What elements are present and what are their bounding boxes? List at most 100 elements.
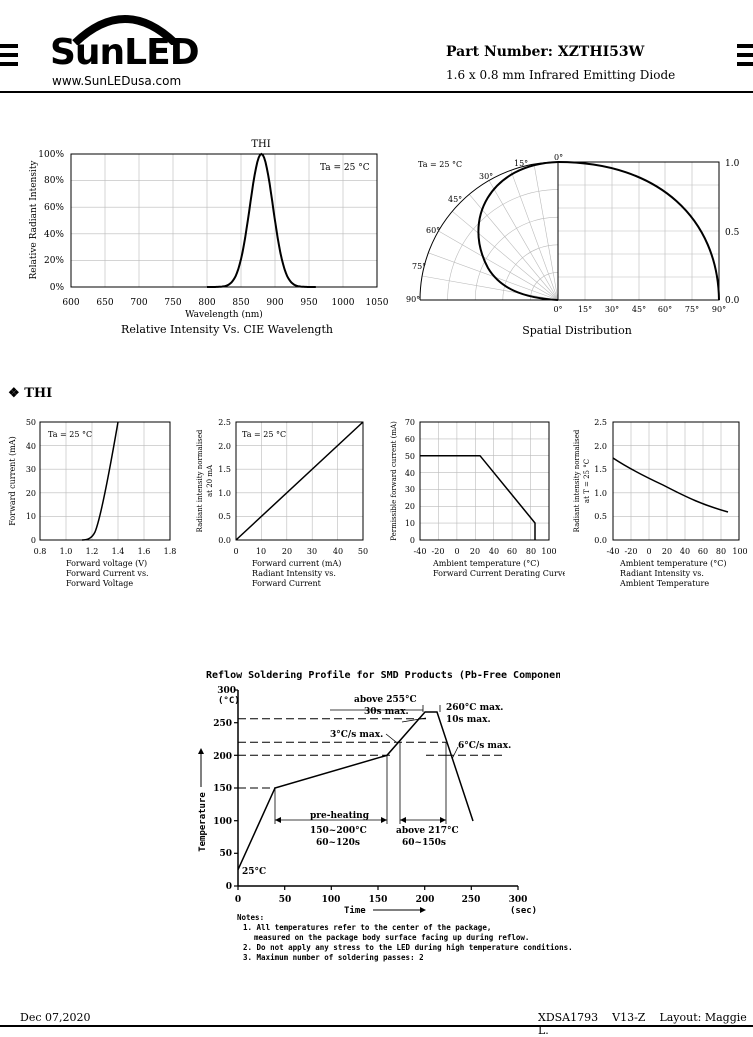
reflow-profile-curve [237, 711, 474, 871]
fv-xtick: 0.8 [34, 547, 47, 556]
ri-ytick: 0.5 [218, 512, 231, 521]
ri-temp-xlabel: Ambient temperature (°C) [619, 559, 727, 568]
bottom-label: 90° [712, 305, 726, 314]
spectrum-frame [70, 153, 378, 288]
bottom-label: 15° [578, 305, 592, 314]
header: SunLED www.SunLEDusa.com Part Number: XZ… [0, 0, 753, 95]
spectrum-xtick: 1000 [332, 298, 355, 308]
spectrum-xtick: 750 [164, 298, 181, 308]
ri-chart: Ta = 25 °C 0 10 20 30 40 50 0.0 0.5 1.0 … [196, 418, 368, 588]
ann-preheat: pre-heating [310, 811, 370, 821]
ri-ytick: 2.0 [218, 442, 231, 451]
reflow-ytick: 50 [219, 849, 232, 859]
ri-temp-xtick: -20 [625, 547, 638, 556]
ri-temp-xtick: 20 [662, 547, 672, 556]
ri-ytick: 1.0 [218, 489, 231, 498]
ann-217-time: 60~150s [402, 838, 446, 848]
website-link[interactable]: www.SunLEDusa.com [52, 74, 182, 88]
derating-chart: -40 -20 0 20 40 60 80 100 0 10 20 30 40 … [390, 418, 565, 578]
bottom-label: 60° [658, 305, 672, 314]
reflow-xtick: 0 [235, 895, 241, 905]
ri-temp-xtick: 100 [732, 547, 747, 556]
fv-xtick: 1.8 [164, 547, 177, 556]
angle-label: 75° [412, 262, 426, 271]
derating-xtick: -40 [414, 547, 427, 556]
footer-divider [0, 1025, 753, 1027]
footer-date: Dec 07,2020 [20, 1011, 91, 1024]
reflow-ytick: 150 [213, 784, 232, 794]
derating-xtick: 20 [470, 547, 480, 556]
fv-ytick: 40 [26, 442, 36, 451]
ri-temp-ytick: 1.0 [594, 489, 607, 498]
ri-temp-frame [612, 421, 740, 541]
spectrum-xtick: 950 [300, 298, 317, 308]
fv-xtick: 1.6 [138, 547, 151, 556]
fv-ytick: 50 [26, 418, 36, 427]
ri-condition: Ta = 25 °C [242, 430, 286, 439]
reflow-ylabel: Temperature [198, 792, 208, 852]
derating-frame [419, 421, 550, 541]
derating-ytick: 0 [410, 536, 415, 545]
ri-temp-xtick: 0 [646, 547, 651, 556]
ri-xtick: 30 [307, 547, 317, 556]
ri-ylabel1: Radiant intensity normalised [196, 429, 204, 532]
spatial-chart: Ta = 25 °C 0° 15° 30° 45° 60° 75° 90° 0°… [406, 153, 740, 337]
ri-temp-caption1: Radiant Intensity vs. [620, 569, 704, 578]
note-1-cont: measured on the package body surface fac… [254, 933, 530, 942]
fv-condition: Ta = 25 °C [48, 430, 92, 439]
ri-caption1: Radiant Intensity vs. [252, 569, 336, 578]
angle-label: 45° [448, 195, 462, 204]
fv-xtick: 1.2 [86, 547, 99, 556]
angle-label: 60° [426, 226, 440, 235]
angle-label: 15° [514, 159, 528, 168]
fv-xtick: 1.4 [112, 547, 125, 556]
ri-frame [235, 421, 364, 541]
ri-temp-ytick: 0.0 [594, 536, 607, 545]
reflow-xtick: 300 [509, 895, 528, 905]
derating-xtick: -20 [432, 547, 445, 556]
right-label: 0.5 [725, 228, 740, 238]
derating-caption: Forward Current Derating Curve [433, 569, 565, 578]
derating-ytick: 20 [405, 502, 415, 511]
spectrum-xtick: 650 [96, 298, 113, 308]
fv-curve [81, 421, 119, 541]
spectrum-curve [207, 152, 316, 288]
spectrum-xtick: 600 [62, 298, 79, 308]
ri-temp-xtick: 40 [680, 547, 690, 556]
spectrum-ytick: 0% [50, 283, 65, 293]
derating-xtick: 0 [454, 547, 459, 556]
fv-ytick: 0 [31, 536, 36, 545]
polar-ring [474, 216, 559, 301]
fv-ytick: 10 [26, 512, 36, 521]
polar-spoke [422, 275, 559, 301]
note-1: 1. All temperatures refer to the center … [243, 923, 492, 932]
ri-temp-ytick: 2.5 [594, 418, 607, 427]
spectrum-ytick: 100% [38, 150, 64, 160]
bottom-label: 30° [605, 305, 619, 314]
ri-xlabel: Forward current (mA) [252, 559, 341, 568]
note-3: 3. Maximum number of soldering passes: 2 [243, 953, 424, 962]
ri-xtick: 20 [282, 547, 292, 556]
ri-temp-ytick: 0.5 [594, 512, 607, 521]
right-label: 1.0 [725, 159, 740, 169]
ri-curve [235, 421, 364, 541]
note-2: 2. Do not apply any stress to the LED du… [243, 943, 573, 952]
derating-ytick: 40 [405, 469, 415, 478]
spectrum-chart: THI Ta = 25 °C 600 650 700 750 800 850 9… [29, 139, 389, 336]
ann-3cs: 3°C/s max. [330, 730, 383, 740]
fv-ytick: 20 [26, 489, 36, 498]
spectrum-xtick: 1050 [366, 298, 389, 308]
polar-spoke [469, 194, 559, 301]
reflow-ytick: 100 [213, 817, 232, 827]
ri-temp-ytick: 2.0 [594, 442, 607, 451]
reflow-xtick: 200 [416, 895, 435, 905]
diamond-bullet-icon: ❖ [8, 386, 20, 401]
preheat-arrow-left-icon [275, 817, 281, 823]
derating-ytick: 60 [405, 435, 415, 444]
polar-outer-arc [419, 161, 559, 301]
spatial-curve-left [477, 161, 559, 301]
spectrum-condition: Ta = 25 °C [320, 163, 370, 173]
angle-label: 0° [554, 153, 563, 162]
ri-temp-ylabel1: Radiant intensity normalised [573, 429, 581, 532]
ri-ytick: 0.0 [218, 536, 231, 545]
